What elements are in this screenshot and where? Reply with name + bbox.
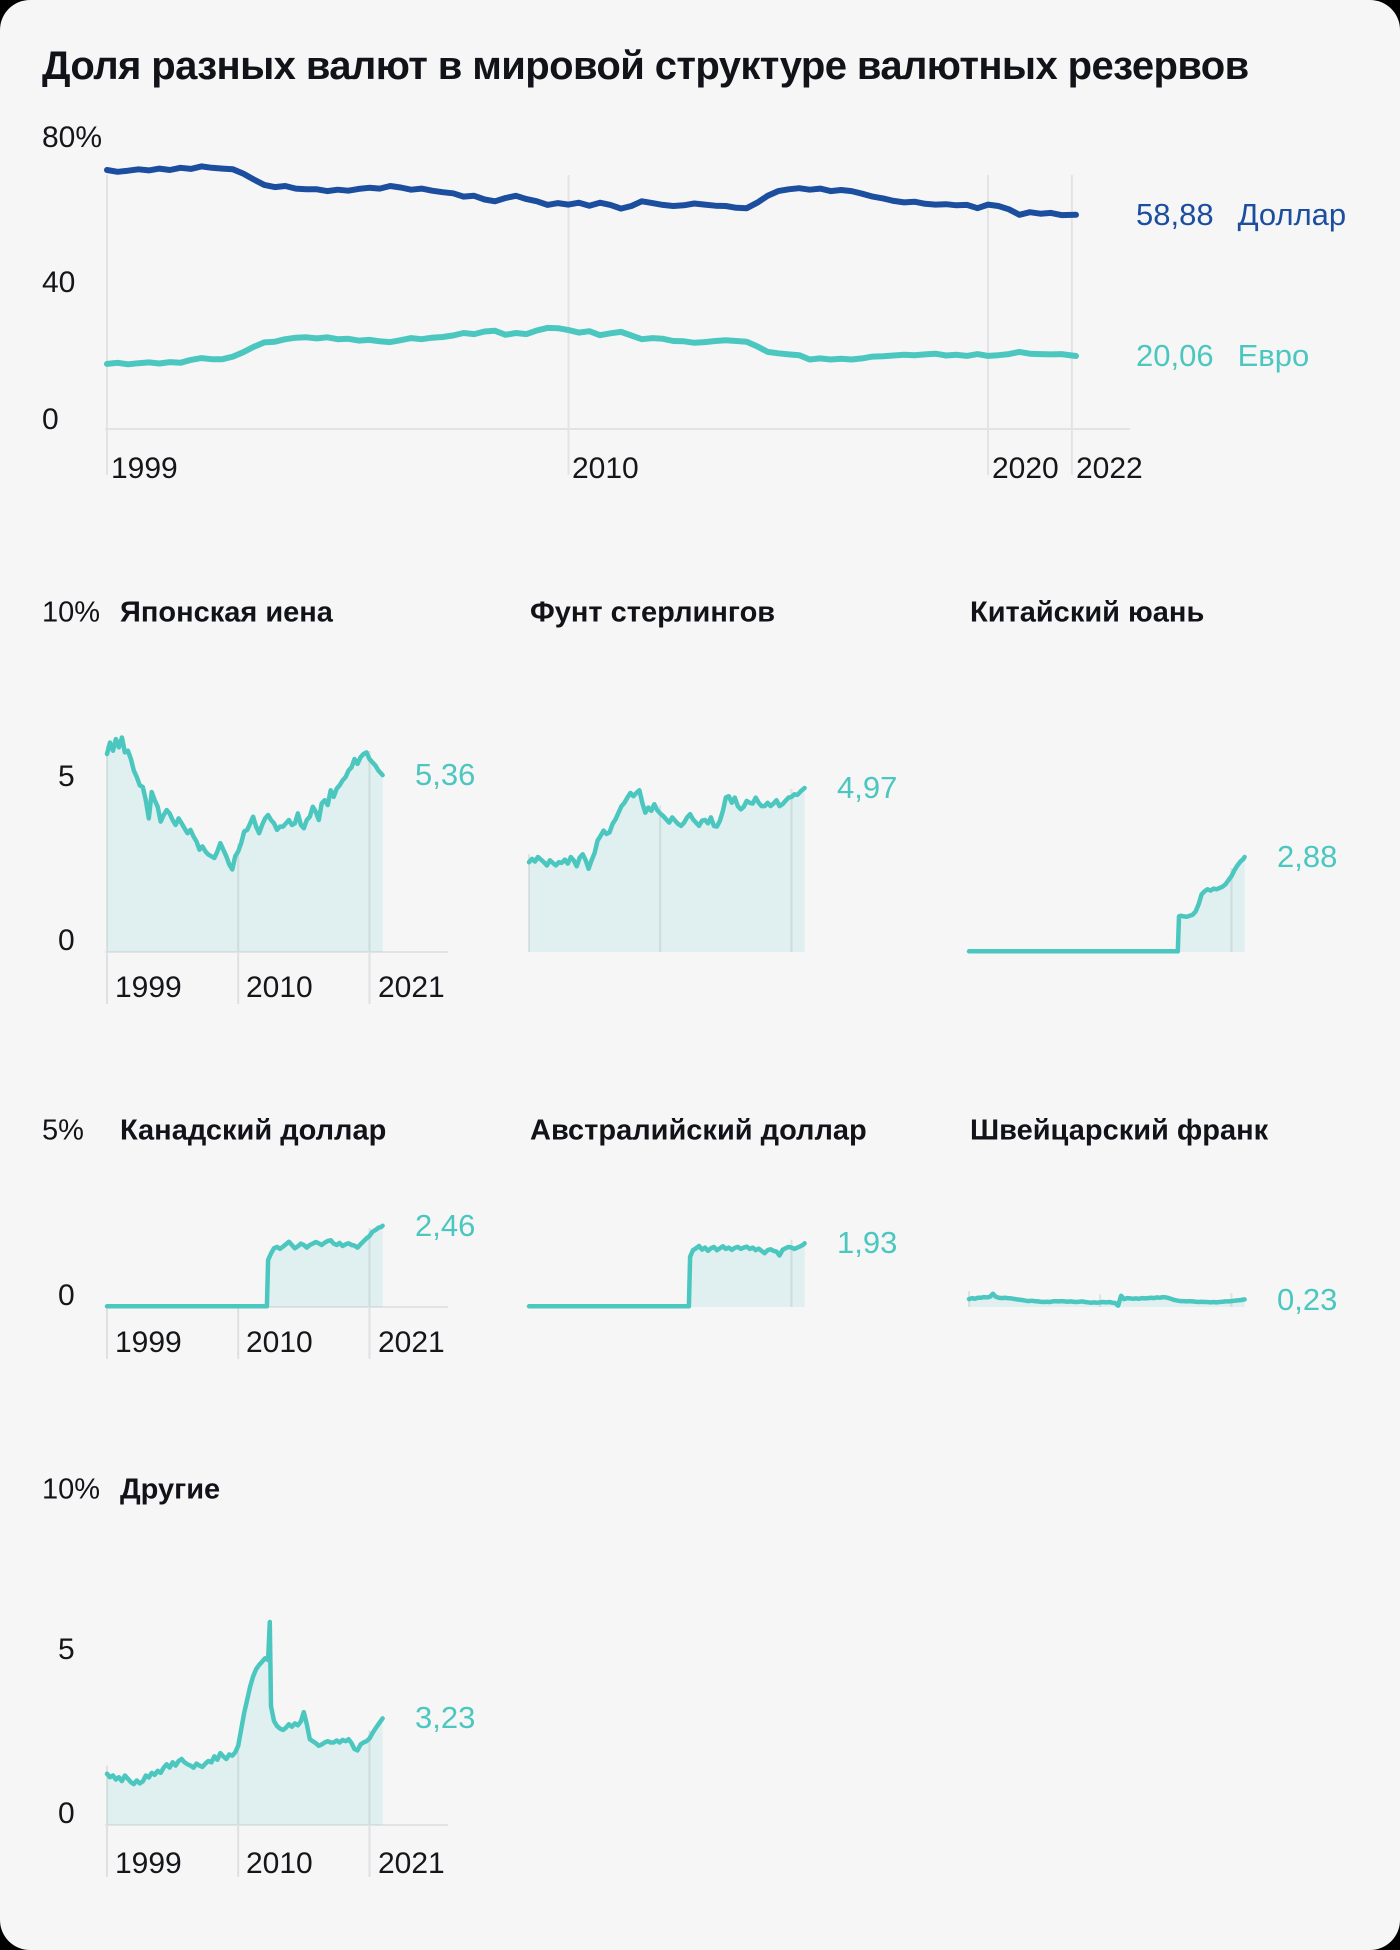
main-y-tick-0: 0 xyxy=(42,403,59,436)
cad-x-tick-1999: 1999 xyxy=(115,1326,182,1359)
main-x-tick-2020: 2020 xyxy=(992,452,1059,485)
series-end-label-dollar: 58,88 Доллар xyxy=(1136,197,1346,233)
dollar-name: Доллар xyxy=(1237,197,1347,232)
chart-title-others: Другие xyxy=(120,1473,221,1506)
others-y-tick-0: 0 xyxy=(58,1797,75,1830)
others-x-tick-2010: 2010 xyxy=(246,1847,313,1880)
yen-x-tick-1999: 1999 xyxy=(115,971,182,1004)
dollar-value: 58,88 xyxy=(1136,197,1214,232)
main-x-tick-2022: 2022 xyxy=(1076,452,1143,485)
chart-title-pound: Фунт стерлингов xyxy=(530,596,776,629)
chart-title-yen: Японская иена xyxy=(120,596,333,629)
yen-x-tick-2010: 2010 xyxy=(246,971,313,1004)
series-end-label-euro: 20,06 Евро xyxy=(1136,338,1309,374)
main-y-tick-40: 40 xyxy=(42,266,76,299)
main-y-tick-80: 80% xyxy=(42,121,103,154)
row1-scale-label: 10% xyxy=(42,596,101,629)
cad-end-value: 2,46 xyxy=(415,1208,476,1243)
others-y-tick-5: 5 xyxy=(58,1633,75,1666)
chart-title-yuan: Китайский юань xyxy=(970,596,1205,629)
pound-end-value: 4,97 xyxy=(837,770,898,805)
others-x-tick-1999: 1999 xyxy=(115,1847,182,1880)
chf-end-value: 0,23 xyxy=(1277,1282,1338,1317)
cad-y-tick-0: 0 xyxy=(58,1279,75,1312)
chart-title-cad: Канадский доллар xyxy=(120,1114,387,1147)
yen-y-tick-5: 5 xyxy=(58,760,75,793)
yuan-end-value: 2,88 xyxy=(1277,839,1338,874)
page-title: Доля разных валют в мировой структуре ва… xyxy=(42,44,1249,88)
chart-title-chf: Швейцарский франк xyxy=(970,1114,1269,1147)
chart-title-aud: Австралийский доллар xyxy=(530,1114,867,1147)
yen-x-tick-2021: 2021 xyxy=(378,971,445,1004)
euro-value: 20,06 xyxy=(1136,338,1214,373)
others-x-tick-2021: 2021 xyxy=(378,1847,445,1880)
row3-scale-label: 10% xyxy=(42,1473,101,1506)
others-end-value: 3,23 xyxy=(415,1700,476,1735)
cad-x-tick-2021: 2021 xyxy=(378,1326,445,1359)
main-x-tick-1999: 1999 xyxy=(111,452,178,485)
aud-end-value: 1,93 xyxy=(837,1225,898,1260)
main-x-tick-2010: 2010 xyxy=(572,452,639,485)
yen-end-value: 5,36 xyxy=(415,757,476,792)
yen-y-tick-0: 0 xyxy=(58,924,75,957)
euro-name: Евро xyxy=(1237,338,1310,373)
row2-scale-label: 5% xyxy=(42,1114,84,1147)
cad-x-tick-2010: 2010 xyxy=(246,1326,313,1359)
